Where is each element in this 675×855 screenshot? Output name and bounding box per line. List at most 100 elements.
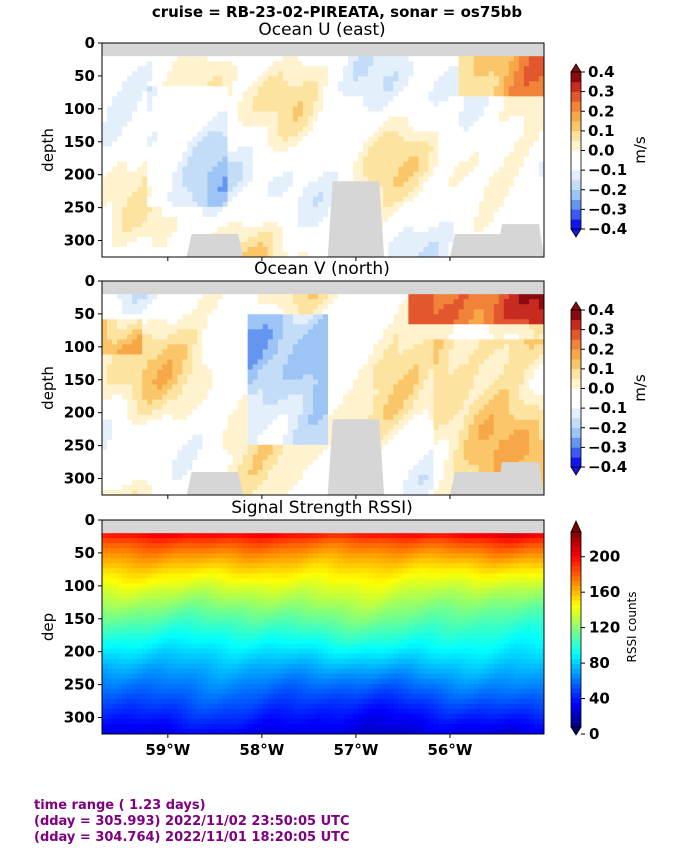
heatmap-cell [117,319,123,325]
heatmap-cell [272,309,279,315]
heatmap-cell [483,191,490,198]
heatmap-cell [197,226,203,233]
heatmap-cell [538,66,545,72]
heatmap-cell [167,111,173,117]
heatmap-cell [172,121,178,127]
heatmap-cell [172,324,178,330]
heatmap-cell [388,196,394,203]
heatmap-cell [147,171,153,178]
heatmap-cell [428,101,434,107]
heatmap-cell [222,429,228,436]
heatmap-cell [287,91,294,97]
heatmap-cell [192,201,198,208]
heatmap-cell [468,176,475,183]
heatmap-cell [117,304,123,310]
heatmap-cell [443,231,449,238]
heatmap-cell [508,186,515,193]
heatmap-cell [473,81,480,87]
heatmap-cell [122,186,128,193]
heatmap-cell [317,226,324,233]
heatmap-cell [162,226,168,233]
heatmap-cell [302,111,309,117]
heatmap-cell [272,444,279,451]
heatmap-cell [483,181,490,188]
heatmap-cell [338,171,344,178]
heatmap-cell [247,454,254,461]
heatmap-cell [463,71,470,77]
heatmap-cell [117,121,123,127]
heatmap-cell [403,136,409,142]
heatmap-cell [102,364,108,370]
heatmap-cell [122,201,128,208]
heatmap-cell [157,161,163,168]
heatmap-cell [157,374,163,380]
heatmap-cell [167,146,173,152]
heatmap-cell [162,489,168,496]
heatmap-cell [202,404,208,411]
heatmap-cell [232,354,239,360]
heatmap-cell [242,474,249,481]
heatmap-cell [428,211,434,218]
heatmap-cell [373,61,379,67]
heatmap-cell [262,449,269,456]
heatmap-cell [167,96,173,102]
heatmap-cell [207,424,213,431]
heatmap-cell [207,294,213,300]
heatmap-cell [453,136,460,142]
heatmap-cell [157,454,163,461]
heatmap-cell [137,126,143,132]
heatmap-cell [383,151,389,157]
heatmap-cell [157,354,163,360]
heatmap-cell [473,131,480,137]
heatmap-cell [162,151,168,157]
heatmap-cell [167,469,173,476]
heatmap-cell [207,304,213,310]
heatmap-cell [207,186,213,193]
heatmap-cell [237,429,244,436]
heatmap-cell [433,96,439,102]
heatmap-cell [132,166,138,173]
heatmap-cell [177,464,183,471]
heatmap-cell [317,66,324,72]
heatmap-cell [312,161,319,168]
heatmap-cell [483,96,490,102]
heatmap-cell [237,91,244,97]
heatmap-cell [423,156,429,162]
heatmap-cell [528,151,535,157]
heatmap-cell [378,196,384,203]
heatmap-cell [493,181,500,188]
heatmap-cell [252,71,259,77]
heatmap-cell [167,226,173,233]
heatmap-cell [142,66,148,72]
heatmap-cell [207,299,213,305]
heatmap-cell [202,424,208,431]
heatmap-cell [182,379,188,385]
heatmap-cell [212,434,218,441]
heatmap-cell [323,171,329,178]
heatmap-cell [413,196,419,203]
heatmap-cell [272,469,279,476]
heatmap-cell [277,141,284,147]
heatmap-cell [157,86,163,92]
heatmap-cell [202,459,208,466]
heatmap-cell [107,489,113,496]
heatmap-cell [453,111,460,117]
heatmap-cell [363,91,369,97]
heatmap-cell [508,171,515,178]
heatmap-cell [523,171,530,178]
heatmap-cell [317,251,324,258]
heatmap-cell [242,459,249,466]
heatmap-cell [262,91,269,97]
heatmap-cell [177,349,183,355]
heatmap-cell [112,384,118,390]
heatmap-cell [237,221,244,228]
heatmap-cell [247,379,254,385]
heatmap-cell [498,106,505,112]
heatmap-cell [483,101,490,107]
heatmap-cell [162,444,168,451]
heatmap-cell [137,156,143,162]
heatmap-cell [307,176,314,183]
heatmap-cell [262,131,269,137]
heatmap-cell [172,161,178,168]
